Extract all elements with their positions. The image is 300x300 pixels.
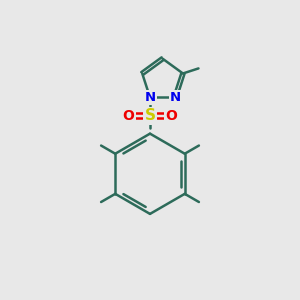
Text: S: S [145,108,155,123]
Text: O: O [123,109,134,123]
Text: N: N [169,91,181,104]
Text: O: O [166,109,177,123]
Text: N: N [144,91,156,104]
